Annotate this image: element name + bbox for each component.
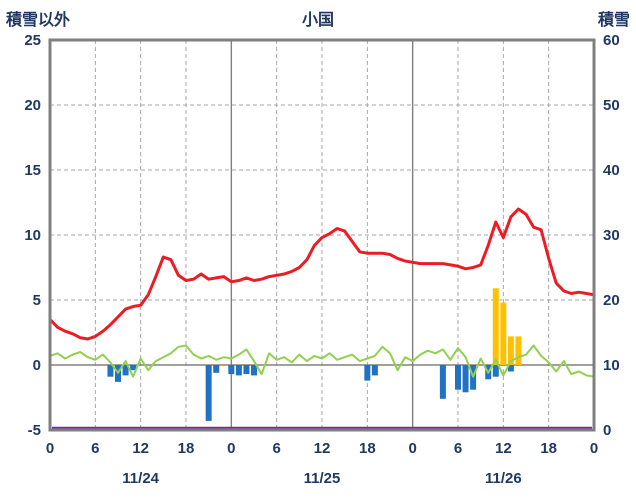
- bars_blue-bar: [107, 365, 114, 377]
- bars_blue-bar: [364, 365, 371, 381]
- y-left-tick-label: 20: [24, 97, 41, 114]
- x-tick-label: 0: [227, 440, 235, 457]
- y-right-tick-label: 0: [603, 422, 611, 439]
- x-date-label: 11/24: [122, 470, 159, 487]
- y-right-tick-label: 20: [603, 292, 620, 309]
- bars_blue-bar: [228, 365, 235, 375]
- x-tick-label: 0: [46, 440, 54, 457]
- y-right-tick-label: 30: [603, 227, 620, 244]
- x-tick-label: 12: [495, 440, 512, 457]
- line_green: [49, 344, 595, 378]
- plot-frame: [48, 38, 596, 432]
- y-right-tick-label: 60: [603, 32, 620, 49]
- bars_blue-bar: [462, 365, 469, 393]
- y-right-tick-label: 50: [603, 97, 620, 114]
- x-tick-label: 12: [132, 440, 149, 457]
- bars_blue-bar: [130, 365, 137, 371]
- x-date-label: 11/26: [485, 470, 522, 487]
- bars_yellow-bar: [507, 336, 514, 365]
- bars_blue-bar: [371, 365, 378, 376]
- bars_blue-bar: [122, 365, 129, 376]
- bars_blue-bar: [251, 365, 257, 376]
- x-tick-label: 6: [272, 440, 280, 457]
- x-tick-label: 6: [91, 440, 99, 457]
- bars_blue-bar: [455, 365, 461, 390]
- x-date-label: 11/25: [304, 470, 341, 487]
- y-left-tick-label: 10: [24, 227, 41, 244]
- y-left-tick-label: -5: [28, 422, 41, 439]
- x-tick-label: 6: [454, 440, 462, 457]
- bars_blue-bar: [243, 365, 250, 375]
- bars_blue-bar: [235, 365, 242, 376]
- x-tick-label: 18: [178, 440, 195, 457]
- x-tick-label: 0: [590, 440, 598, 457]
- y-left-tick-label: 0: [33, 357, 41, 374]
- line_red: [48, 207, 596, 341]
- bars_blue-bar: [507, 365, 514, 372]
- left-axis-title: 積雪以外: [6, 12, 71, 29]
- bars_yellow-bar: [515, 336, 522, 365]
- bars_yellow-bar: [500, 302, 507, 365]
- y-left-tick-label: 15: [24, 162, 41, 179]
- bars_blue-bar: [213, 365, 220, 373]
- bars_blue-bar: [492, 365, 499, 377]
- x-tick-label: 18: [359, 440, 376, 457]
- chart-title: 小国: [301, 12, 334, 29]
- x-tick-label: 12: [314, 440, 331, 457]
- y-right-tick-label: 10: [603, 357, 620, 374]
- bars_blue-bar: [205, 365, 212, 421]
- right-axis-title: 積雪: [597, 12, 630, 29]
- y-left-tick-label: 25: [24, 32, 41, 49]
- y-right-tick-label: 40: [603, 162, 620, 179]
- y-left-tick-label: 5: [33, 292, 41, 309]
- x-tick-label: 0: [408, 440, 416, 457]
- x-tick-label: 18: [540, 440, 557, 457]
- bars_blue-bar: [439, 365, 446, 399]
- bars_yellow-bar: [492, 288, 499, 365]
